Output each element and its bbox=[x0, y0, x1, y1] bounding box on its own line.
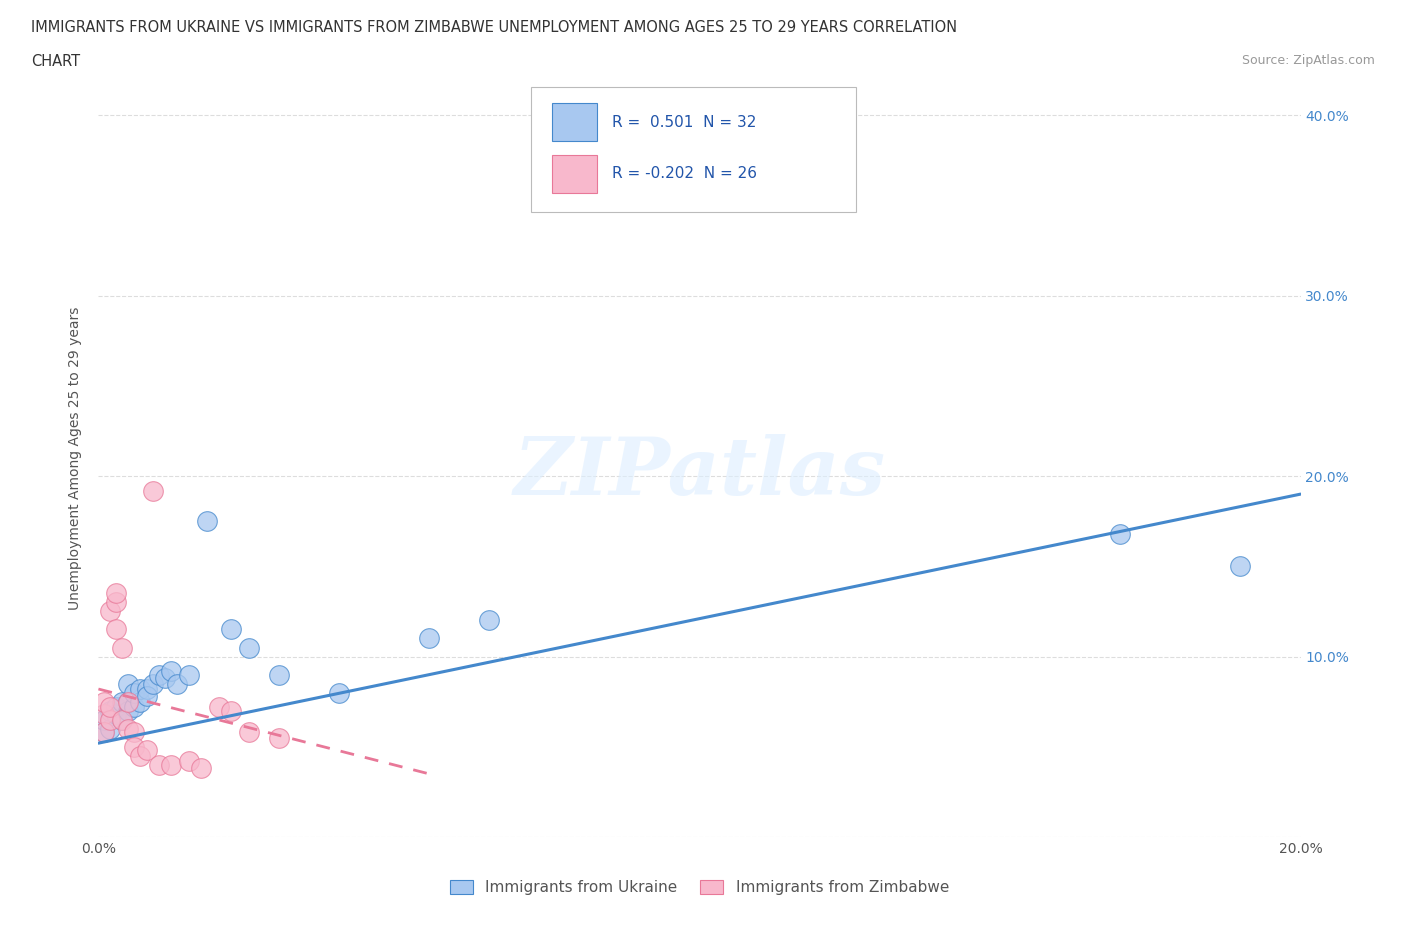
Point bbox=[267, 730, 290, 745]
Point bbox=[195, 513, 218, 528]
Point bbox=[111, 694, 134, 709]
Point bbox=[100, 699, 122, 714]
Point bbox=[124, 724, 146, 739]
Point bbox=[105, 707, 128, 722]
Point bbox=[418, 631, 440, 646]
Text: ZIPatlas: ZIPatlas bbox=[513, 434, 886, 512]
Point bbox=[117, 694, 139, 709]
Point bbox=[117, 703, 139, 718]
Text: R =  0.501  N = 32: R = 0.501 N = 32 bbox=[612, 114, 756, 130]
Point bbox=[208, 699, 231, 714]
Point bbox=[190, 761, 212, 776]
Point bbox=[117, 694, 139, 709]
Point bbox=[124, 685, 146, 700]
Point bbox=[129, 749, 152, 764]
Point bbox=[478, 613, 501, 628]
Point bbox=[93, 707, 115, 722]
Point bbox=[141, 483, 163, 498]
Point bbox=[1109, 526, 1132, 541]
Text: R = -0.202  N = 26: R = -0.202 N = 26 bbox=[612, 166, 756, 181]
Point bbox=[141, 676, 163, 691]
FancyBboxPatch shape bbox=[531, 86, 856, 212]
Point bbox=[135, 689, 157, 704]
Point bbox=[105, 699, 128, 714]
Point bbox=[93, 712, 115, 727]
Point bbox=[93, 724, 115, 739]
Point bbox=[153, 671, 176, 685]
Point bbox=[111, 640, 134, 655]
Point bbox=[166, 676, 188, 691]
Point bbox=[159, 663, 181, 678]
Point bbox=[238, 724, 260, 739]
Y-axis label: Unemployment Among Ages 25 to 29 years: Unemployment Among Ages 25 to 29 years bbox=[69, 306, 83, 610]
Point bbox=[105, 622, 128, 637]
Point bbox=[124, 739, 146, 754]
Point bbox=[135, 743, 157, 758]
Point bbox=[219, 703, 242, 718]
Point bbox=[177, 753, 200, 768]
Text: IMMIGRANTS FROM UKRAINE VS IMMIGRANTS FROM ZIMBABWE UNEMPLOYMENT AMONG AGES 25 T: IMMIGRANTS FROM UKRAINE VS IMMIGRANTS FR… bbox=[31, 20, 957, 35]
Point bbox=[93, 694, 115, 709]
Point bbox=[267, 667, 290, 682]
Point bbox=[105, 595, 128, 610]
Point bbox=[177, 667, 200, 682]
Point bbox=[100, 703, 122, 718]
Point bbox=[148, 757, 170, 772]
Point bbox=[111, 712, 134, 727]
Point bbox=[117, 722, 139, 737]
Point bbox=[100, 712, 122, 727]
Point bbox=[93, 724, 115, 739]
Point bbox=[219, 622, 242, 637]
Point bbox=[124, 699, 146, 714]
Point bbox=[105, 586, 128, 601]
Text: CHART: CHART bbox=[31, 54, 80, 69]
Point bbox=[1229, 559, 1251, 574]
Legend: Immigrants from Ukraine, Immigrants from Zimbabwe: Immigrants from Ukraine, Immigrants from… bbox=[444, 874, 955, 901]
Point bbox=[129, 682, 152, 697]
Point bbox=[159, 757, 181, 772]
Point bbox=[129, 694, 152, 709]
Point bbox=[117, 676, 139, 691]
Point bbox=[100, 604, 122, 618]
Point bbox=[111, 712, 134, 727]
Bar bbox=[551, 155, 598, 193]
Point bbox=[238, 640, 260, 655]
Point bbox=[100, 722, 122, 737]
Point bbox=[148, 667, 170, 682]
Bar bbox=[551, 103, 598, 141]
Text: Source: ZipAtlas.com: Source: ZipAtlas.com bbox=[1241, 54, 1375, 67]
Point bbox=[328, 685, 350, 700]
Point bbox=[135, 682, 157, 697]
